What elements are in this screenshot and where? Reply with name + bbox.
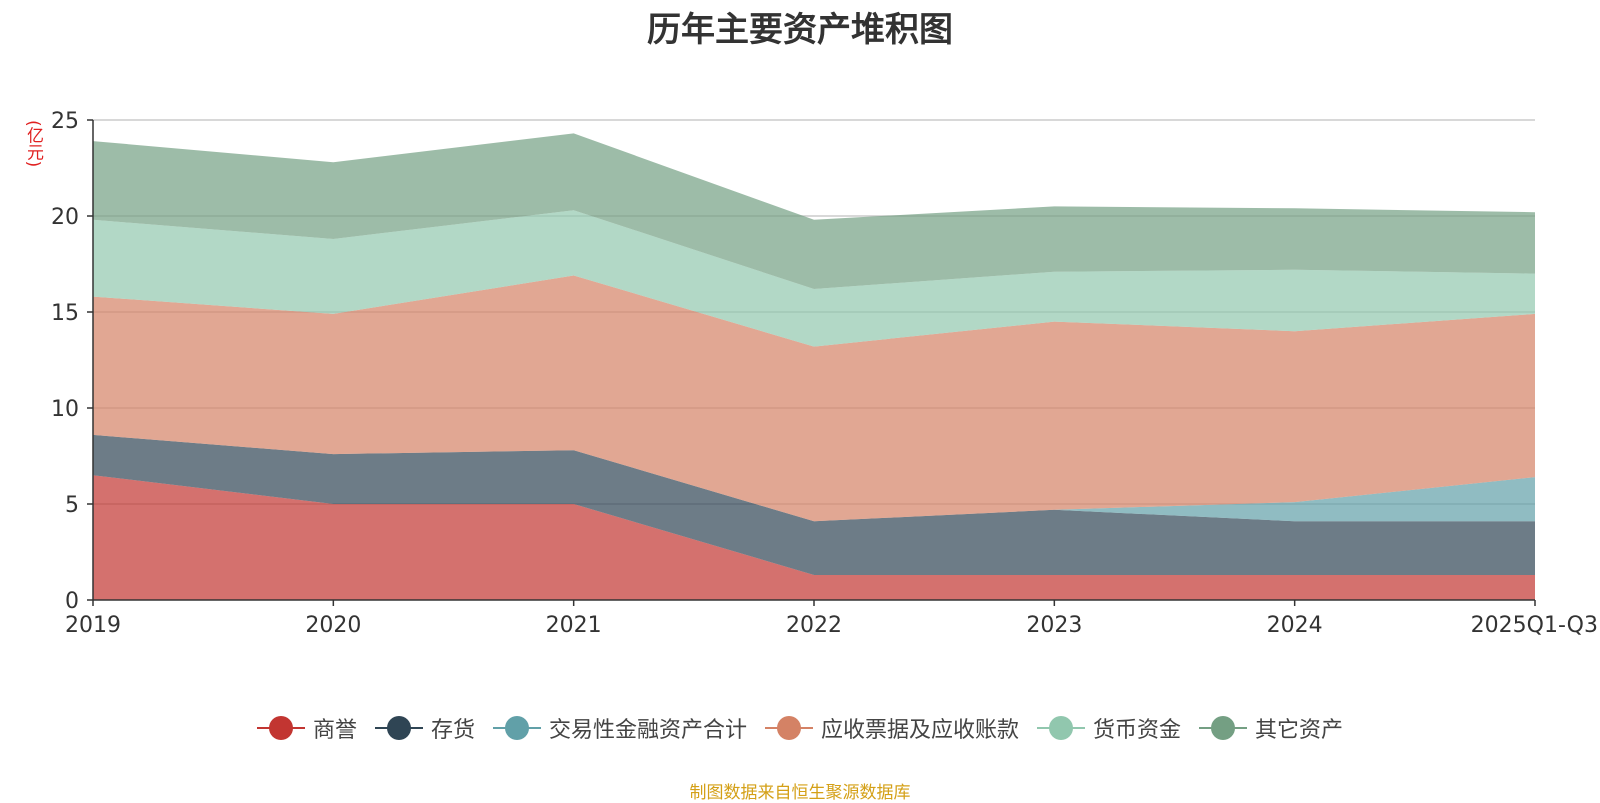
legend-item-goodwill[interactable]: 商誉: [256, 712, 357, 744]
x-tick-label: 2024: [1267, 613, 1323, 638]
series-area-1: [93, 434, 1535, 575]
x-tick-label: 2020: [305, 613, 361, 638]
y-tick-label: 10: [51, 397, 79, 422]
series-area-5: [93, 133, 1535, 289]
x-tick-label: 2025Q1-Q3: [1471, 613, 1598, 638]
legend: 商誉 存货 交易性金融资产合计 应收票据及应收账款 货币资金 其它资产: [0, 712, 1600, 744]
legend-label: 商誉: [312, 718, 357, 743]
legend-label: 应收票据及应收账款: [821, 718, 1020, 743]
legend-marker-icon: [256, 716, 305, 740]
legend-marker-icon: [374, 716, 423, 740]
x-tick-label: 2021: [546, 613, 602, 638]
y-tick-label: 25: [51, 109, 79, 134]
legend-label: 存货: [430, 718, 475, 743]
x-tick-label: 2023: [1026, 613, 1082, 638]
series-area-3: [93, 275, 1535, 522]
series-area-0: [93, 475, 1535, 600]
data-source-note: 制图数据来自恒生聚源数据库: [689, 783, 911, 803]
legend-marker-icon: [1037, 716, 1086, 740]
y-tick-label: 20: [51, 205, 79, 230]
legend-label: 交易性金融资产合计: [548, 718, 747, 743]
x-tick-label: 2022: [786, 613, 842, 638]
legend-item-receivables[interactable]: 应收票据及应收账款: [765, 712, 1019, 744]
series-area-2: [93, 434, 1535, 522]
axes: 0 5 10 15 20 25 2019 2020 2021 2022 2023 2024 2025Q1…: [51, 109, 1598, 638]
legend-item-cash[interactable]: 货币资金: [1037, 712, 1181, 744]
legend-label: 其它资产: [1255, 718, 1344, 743]
legend-label: 货币资金: [1093, 718, 1182, 743]
legend-item-trading-financial-assets[interactable]: 交易性金融资产合计: [492, 712, 747, 744]
chart-title: 历年主要资产堆积图: [647, 10, 953, 50]
legend-marker-icon: [492, 716, 541, 740]
legend-item-inventory[interactable]: 存货: [374, 712, 475, 744]
series-areas: [93, 133, 1535, 600]
legend-marker-icon: [1199, 716, 1248, 740]
y-axis-unit: (亿元): [23, 120, 43, 168]
series-area-4: [93, 210, 1535, 347]
y-tick-label: 5: [65, 493, 79, 518]
y-tick-label: 0: [65, 589, 79, 614]
x-tick-label: 2019: [65, 613, 121, 638]
legend-marker-icon: [765, 716, 813, 740]
y-tick-label: 15: [51, 301, 79, 326]
legend-item-other-assets[interactable]: 其它资产: [1199, 712, 1343, 744]
